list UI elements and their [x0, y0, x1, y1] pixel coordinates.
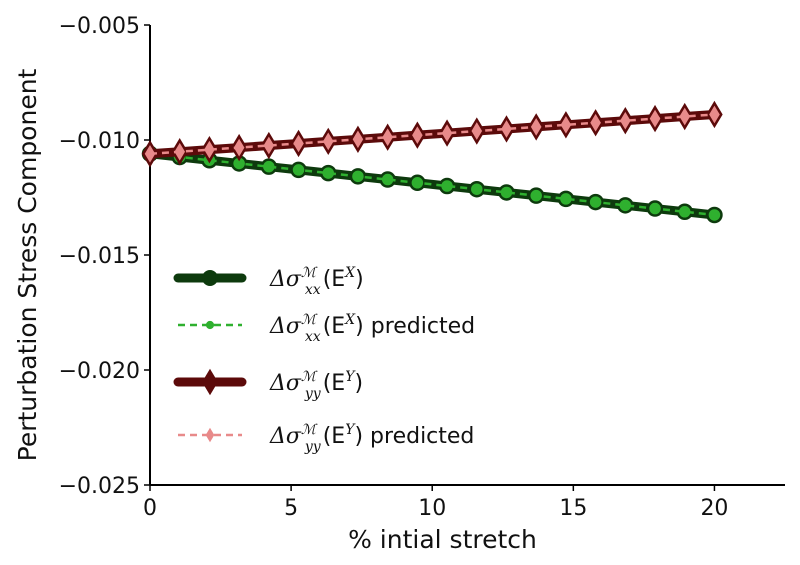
legend-marker: [205, 427, 215, 443]
data-point: [561, 194, 571, 203]
data-point: [294, 165, 303, 174]
data-point: [413, 178, 422, 187]
data-point: [680, 207, 689, 216]
legend-label: Δσℳ xx(EX): [269, 265, 364, 298]
series-1: [141, 145, 723, 224]
data-point: [145, 146, 155, 162]
data-point: [264, 138, 274, 153]
axes: 0 5 10 15 20 −0.005 −0.010 −0.015 −0.020 −0.025: [59, 14, 785, 521]
legend-label: Δσℳ xx(EX) predicted: [269, 312, 475, 345]
data-point: [472, 185, 481, 194]
legend-marker: [202, 270, 218, 286]
series-line: [149, 152, 715, 217]
data-point: [205, 142, 214, 157]
data-point: [620, 113, 630, 128]
data-point: [175, 144, 185, 159]
data-point: [472, 123, 482, 139]
data-point: [502, 121, 511, 137]
legend-label: Δσℳ yy(EY) predicted: [269, 422, 474, 455]
x-tick-label: 20: [700, 496, 728, 521]
data-point: [650, 204, 660, 213]
series-layer: [141, 100, 723, 224]
data-point: [324, 169, 333, 178]
legend-marker: [205, 320, 215, 330]
data-point: [323, 134, 333, 149]
y-tick-label: −0.005: [59, 14, 140, 39]
y-axis-label: Perturbation Stress Component: [13, 68, 42, 461]
series-line: [149, 113, 715, 156]
y-tick-label: −0.020: [59, 359, 140, 384]
data-point: [680, 109, 690, 124]
data-point: [353, 132, 363, 147]
data-point: [383, 175, 392, 184]
x-tick-label: 5: [284, 496, 298, 521]
data-point: [442, 125, 452, 141]
y-tick-label: −0.025: [59, 474, 140, 499]
legend-item-4: Δσℳ yy(EY) predicted: [178, 422, 474, 455]
data-point: [650, 111, 660, 126]
series-4: [145, 107, 719, 162]
data-point: [531, 119, 541, 135]
data-point: [591, 115, 600, 130]
x-axis-label: % intial stretch: [348, 525, 537, 554]
data-point: [442, 181, 452, 191]
data-point: [561, 117, 571, 133]
data-point: [234, 140, 244, 155]
legend-marker: [202, 368, 218, 396]
legend-item-1: Δσℳ xx(EX): [173, 265, 364, 298]
y-tick-label: −0.015: [59, 244, 140, 269]
data-point: [353, 172, 363, 181]
data-point: [264, 162, 273, 171]
legend-item-2: Δσℳ xx(EX) predicted: [178, 312, 475, 345]
data-point: [294, 136, 303, 151]
data-point: [502, 188, 511, 197]
x-tick-label: 15: [559, 496, 587, 521]
data-point: [710, 210, 719, 220]
data-point: [591, 198, 600, 207]
x-tick-label: 0: [143, 496, 157, 521]
data-point: [710, 107, 719, 122]
data-point: [383, 130, 392, 145]
legend-label: Δσℳ yy(EY): [269, 369, 363, 402]
x-tick-label: 10: [418, 496, 446, 521]
y-tick-label: −0.010: [59, 129, 140, 154]
data-point: [621, 201, 630, 210]
data-point: [413, 127, 422, 143]
legend-item-3: Δσℳ yy(EY): [173, 368, 363, 402]
legend: Δσℳ xx(EX) Δσℳ xx(EX) predicted Δσℳ yy(EY) Δσℳ…: [173, 265, 475, 455]
data-point: [532, 191, 541, 200]
